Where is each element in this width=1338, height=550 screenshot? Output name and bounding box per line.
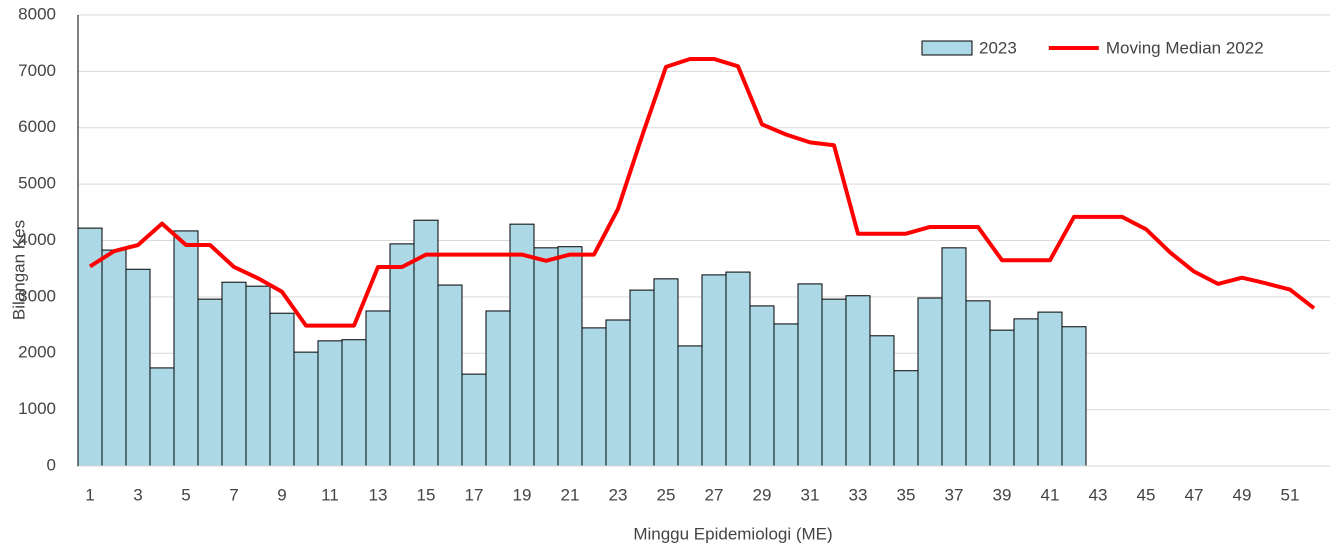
x-tick-label: 37 xyxy=(945,485,964,504)
bar xyxy=(797,283,823,467)
x-tick-label: 19 xyxy=(513,485,532,504)
bar xyxy=(941,247,967,467)
bar xyxy=(965,300,991,467)
bar xyxy=(581,327,607,467)
bar xyxy=(317,340,343,467)
y-tick-label: 0 xyxy=(47,455,56,474)
x-tick-label: 39 xyxy=(993,485,1012,504)
x-tick-label: 13 xyxy=(369,485,388,504)
legend-label: 2023 xyxy=(979,38,1017,57)
x-tick-label: 43 xyxy=(1089,485,1108,504)
bar xyxy=(653,278,679,467)
legend-swatch xyxy=(921,40,973,56)
y-tick-label: 7000 xyxy=(18,61,56,80)
bar xyxy=(893,370,919,467)
bar xyxy=(269,312,295,467)
bar xyxy=(677,345,703,467)
x-tick-label: 5 xyxy=(181,485,190,504)
y-tick-label: 8000 xyxy=(18,4,56,23)
bar xyxy=(341,339,367,467)
bar xyxy=(485,310,511,467)
bar xyxy=(101,249,127,467)
bar xyxy=(509,223,535,467)
bar xyxy=(773,323,799,467)
x-tick-label: 15 xyxy=(417,485,436,504)
y-tick-label: 4000 xyxy=(18,230,56,249)
x-tick-label: 41 xyxy=(1041,485,1060,504)
x-tick-label: 47 xyxy=(1185,485,1204,504)
bar xyxy=(437,284,463,467)
bar xyxy=(197,298,223,467)
x-axis-label: Minggu Epidemiologi (ME) xyxy=(633,524,832,543)
bar xyxy=(245,285,271,467)
bar xyxy=(413,219,439,467)
y-tick-label: 6000 xyxy=(18,117,56,136)
bar xyxy=(533,247,559,467)
x-tick-label: 51 xyxy=(1281,485,1300,504)
bar xyxy=(1037,311,1063,467)
x-tick-label: 17 xyxy=(465,485,484,504)
x-tick-label: 31 xyxy=(801,485,820,504)
x-tick-label: 45 xyxy=(1137,485,1156,504)
x-tick-label: 35 xyxy=(897,485,916,504)
x-tick-label: 25 xyxy=(657,485,676,504)
y-axis-label: Bilangan Kes xyxy=(9,220,28,320)
bar xyxy=(221,281,247,467)
bar xyxy=(1013,318,1039,467)
bar xyxy=(917,297,943,467)
x-tick-label: 21 xyxy=(561,485,580,504)
bar xyxy=(389,243,415,467)
bar xyxy=(749,305,775,467)
y-tick-label: 2000 xyxy=(18,343,56,362)
bar xyxy=(461,373,487,467)
x-tick-label: 1 xyxy=(85,485,94,504)
x-tick-label: 23 xyxy=(609,485,628,504)
bar xyxy=(293,351,319,467)
y-tick-label: 3000 xyxy=(18,286,56,305)
bar xyxy=(821,298,847,467)
bar xyxy=(77,227,103,467)
bar xyxy=(557,246,583,467)
bar xyxy=(173,230,199,467)
bar xyxy=(869,335,895,467)
legend-label: Moving Median 2022 xyxy=(1106,38,1264,57)
x-tick-label: 29 xyxy=(753,485,772,504)
bar xyxy=(989,329,1015,467)
y-tick-label: 5000 xyxy=(18,174,56,193)
x-tick-label: 33 xyxy=(849,485,868,504)
y-tick-label: 1000 xyxy=(18,399,56,418)
x-tick-label: 11 xyxy=(321,485,339,504)
bar xyxy=(701,274,727,467)
bar xyxy=(725,271,751,467)
bar xyxy=(149,367,175,467)
x-tick-label: 27 xyxy=(705,485,724,504)
bar xyxy=(365,310,391,467)
bar xyxy=(605,319,631,467)
line xyxy=(88,56,1316,328)
bar xyxy=(845,295,871,467)
x-tick-label: 3 xyxy=(133,485,142,504)
bar xyxy=(1061,326,1087,467)
bar xyxy=(125,268,151,467)
bar xyxy=(629,289,655,467)
x-tick-label: 7 xyxy=(229,485,238,504)
x-tick-label: 49 xyxy=(1233,485,1252,504)
x-tick-label: 9 xyxy=(277,485,286,504)
